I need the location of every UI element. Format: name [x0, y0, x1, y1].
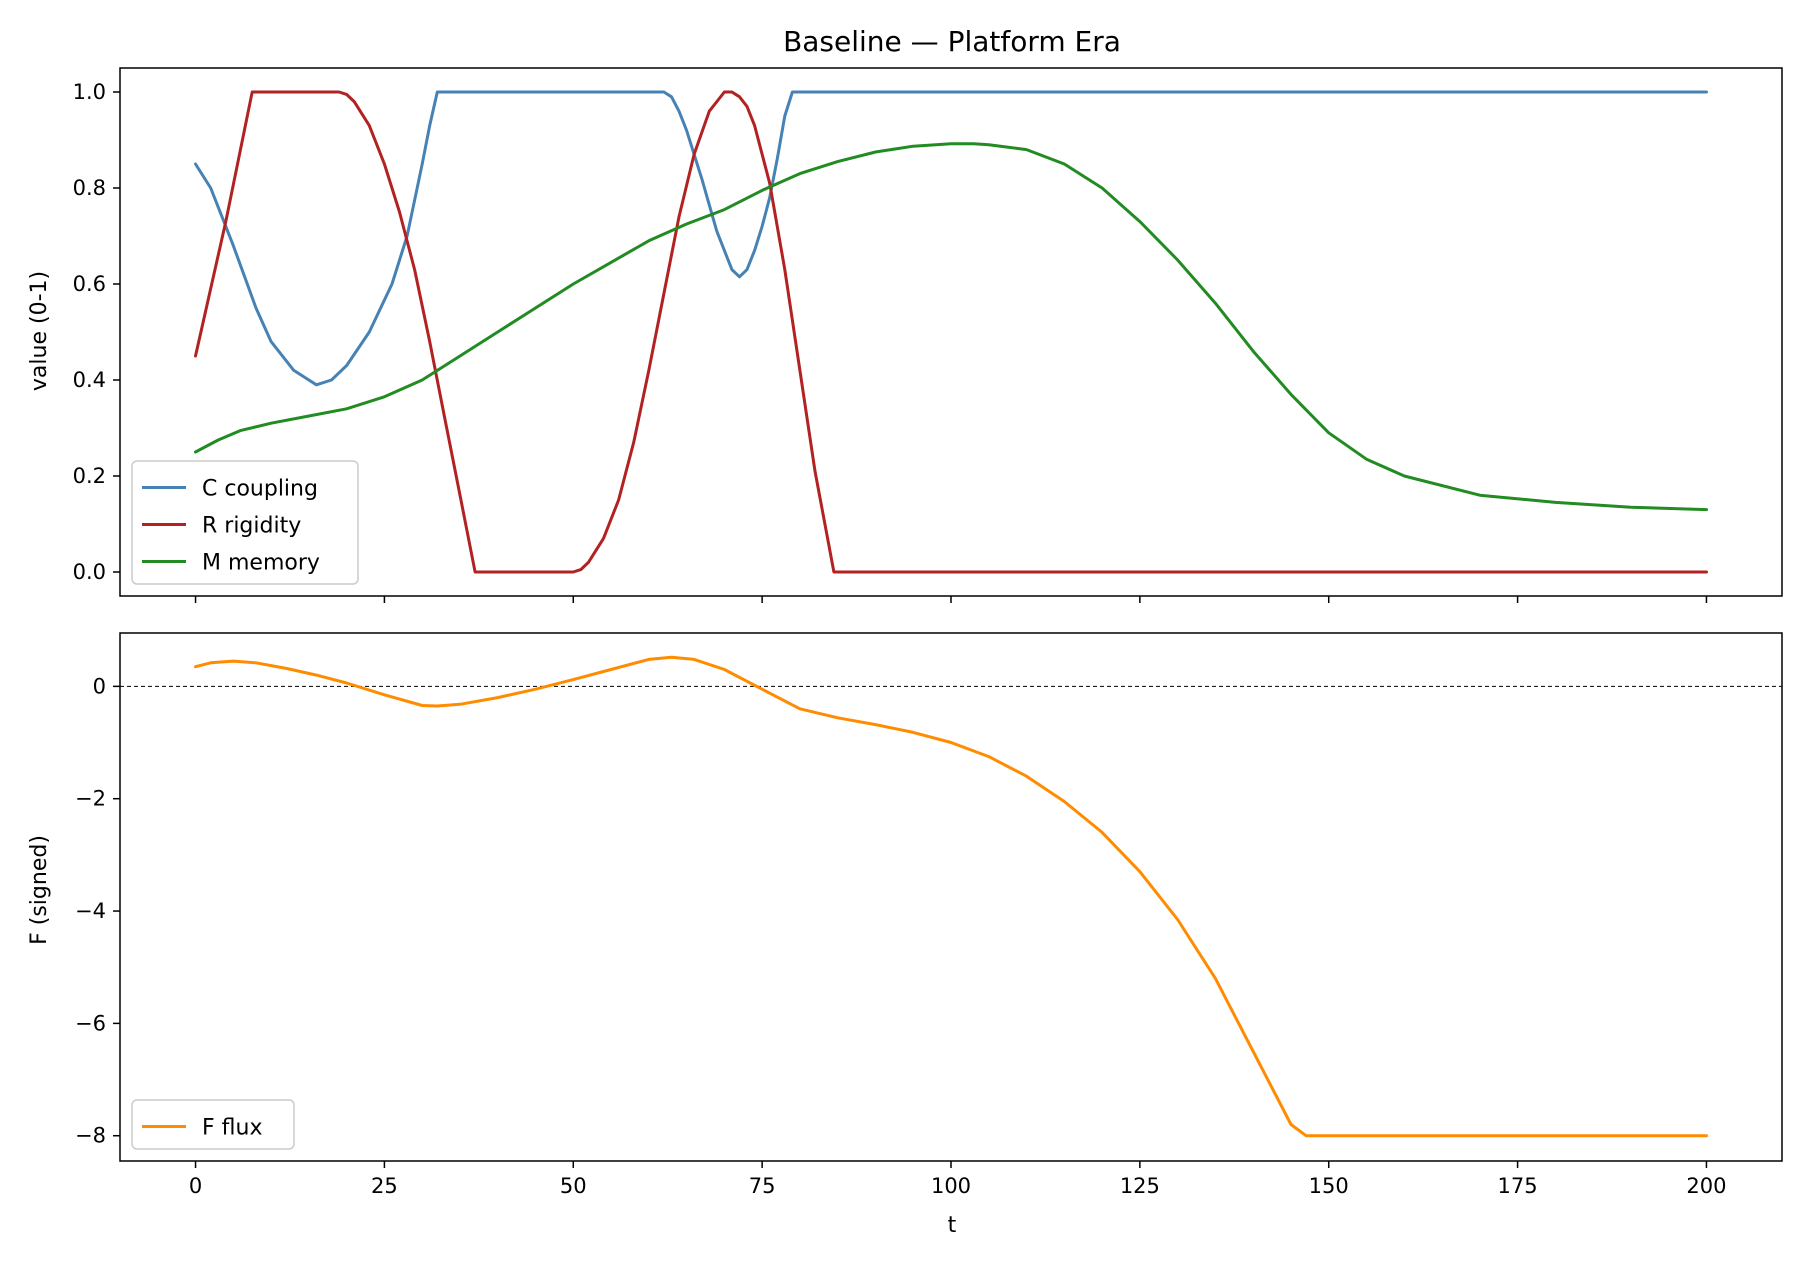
- x-tick-label: 175: [1498, 1174, 1538, 1198]
- x-axis-label: t: [948, 1213, 957, 1238]
- legend-label: R rigidity: [202, 514, 301, 539]
- legend-label: C coupling: [202, 477, 318, 502]
- legend-label: M memory: [202, 551, 320, 576]
- bottom-legend: F flux: [131, 1099, 295, 1150]
- x-tick-label: 125: [1120, 1174, 1160, 1198]
- top-y-axis-label: value (0-1): [27, 271, 52, 391]
- y-tick-label: 0: [93, 674, 106, 698]
- series-line-r-rigidity: [194, 90, 1708, 574]
- top-panel: Baseline — Platform Era value (0-1) 0.0 0…: [27, 25, 1783, 603]
- bottom-panel: F (signed) t 0 25 50 75 100 125 150 175 200 −8 −6 −…: [27, 632, 1783, 1238]
- top-legend: C coupling R rigidity M memory: [131, 460, 359, 585]
- series-line-c-coupling: [194, 90, 1708, 387]
- y-tick-label: −8: [75, 1124, 106, 1148]
- x-tick-label: 200: [1686, 1174, 1726, 1198]
- y-tick-label: −6: [75, 1011, 106, 1035]
- x-tick-label: 50: [560, 1174, 587, 1198]
- legend-box: [131, 460, 359, 585]
- x-tick-label: 0: [189, 1174, 202, 1198]
- x-tick-label: 150: [1309, 1174, 1349, 1198]
- x-tick-label: 75: [749, 1174, 776, 1198]
- series-line-m-memory: [194, 142, 1708, 512]
- bottom-y-axis-label: F (signed): [27, 835, 52, 945]
- legend-label: F flux: [202, 1116, 262, 1141]
- y-tick-label: −2: [75, 787, 106, 811]
- y-tick-label: −4: [75, 899, 106, 923]
- y-tick-label: 0.4: [73, 368, 106, 392]
- x-tick-label: 100: [931, 1174, 971, 1198]
- legend-box: [131, 1099, 295, 1150]
- y-tick-label: 0.2: [73, 464, 106, 488]
- y-tick-label: 0.8: [73, 176, 106, 200]
- y-tick-label: 1.0: [73, 80, 106, 104]
- y-tick-label: 0.0: [73, 560, 106, 584]
- x-tick-label: 25: [371, 1174, 398, 1198]
- chart-title: Baseline — Platform Era: [783, 25, 1121, 58]
- series-line-f-flux: [194, 655, 1708, 1138]
- y-tick-label: 0.6: [73, 272, 106, 296]
